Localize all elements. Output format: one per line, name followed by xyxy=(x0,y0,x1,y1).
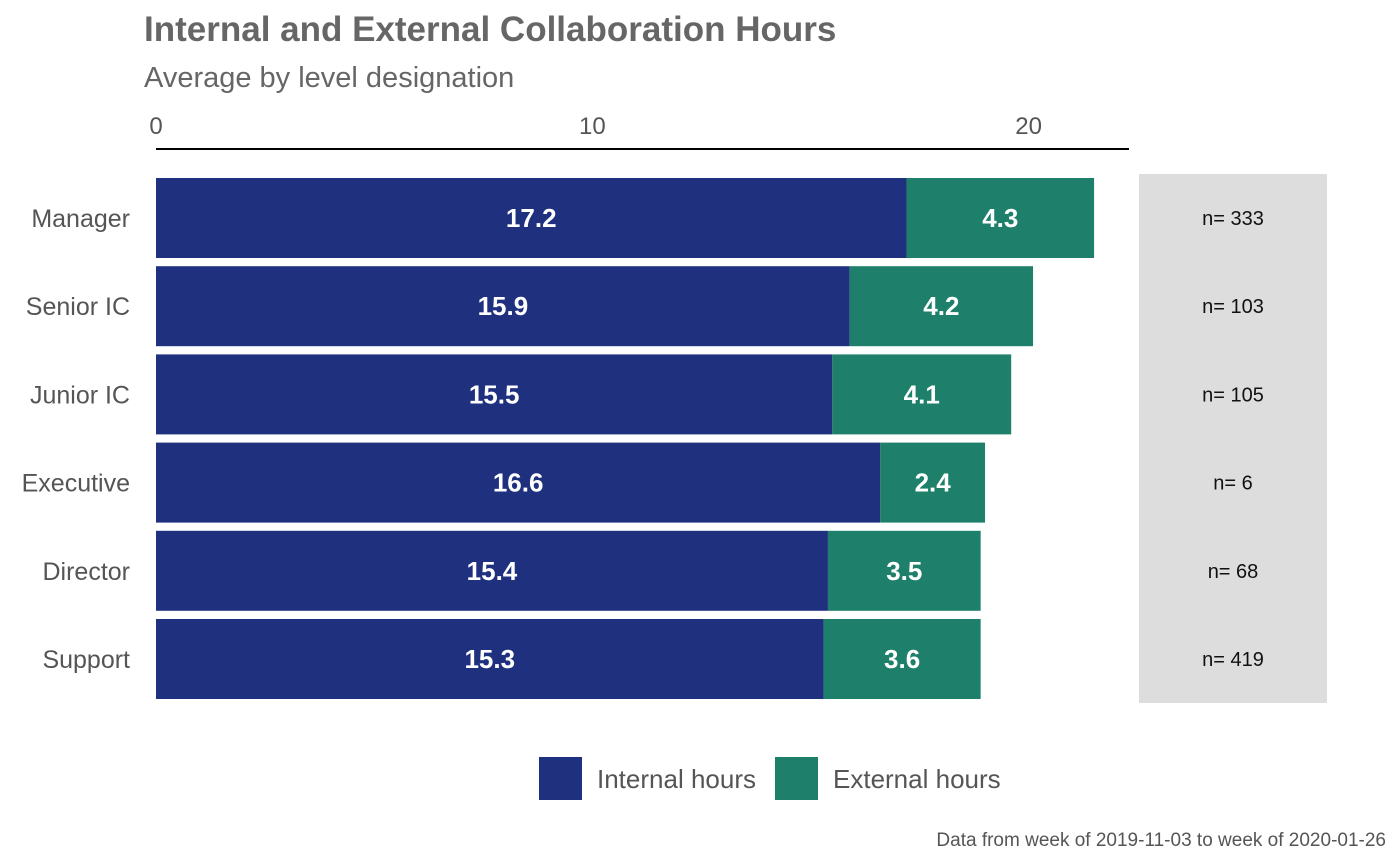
bar-internal-hours-director xyxy=(156,530,828,611)
x-tick-label: 20 xyxy=(1015,113,1042,140)
bar-internal-hours-executive xyxy=(156,442,881,523)
bar-internal-hours-junior-ic xyxy=(156,354,833,435)
bars-group: 17.2 4.3 15.9 4.2 15.5 4.1 16.6 2.4 15.4 3.5 15.3 3… xyxy=(156,178,1095,699)
bar-internal-hours-senior-ic xyxy=(156,266,850,347)
data-label-external-hours-senior-ic: 4.2 xyxy=(923,291,959,321)
data-label-external-hours-manager: 4.3 xyxy=(982,203,1018,233)
n-count-label-director: n= 68 xyxy=(1208,561,1259,583)
legend-label-internal-hours: Internal hours xyxy=(597,764,756,794)
n-count-label-executive: n= 6 xyxy=(1213,473,1252,495)
x-axis: 0 10 20 xyxy=(149,113,1129,150)
data-label-external-hours-executive: 2.4 xyxy=(915,468,952,498)
category-label-support: Support xyxy=(42,646,130,674)
bar-external-hours-junior-ic xyxy=(832,354,1012,435)
bar-external-hours-director xyxy=(827,530,981,611)
n-count-labels-group: n= 333 n= 103 n= 105 n= 6 n= 68 n= 419 xyxy=(1202,208,1264,671)
n-count-label-manager: n= 333 xyxy=(1202,208,1264,230)
bar-external-hours-support xyxy=(823,619,981,699)
bar-internal-hours-manager xyxy=(156,178,907,258)
data-label-internal-hours-support: 15.3 xyxy=(464,644,515,674)
legend: Internal hours External hours xyxy=(539,757,1001,800)
data-label-external-hours-junior-ic: 4.1 xyxy=(904,379,940,409)
category-label-manager: Manager xyxy=(31,205,130,233)
data-label-internal-hours-director: 15.4 xyxy=(467,556,518,586)
legend-swatch-external-hours xyxy=(775,757,818,800)
legend-label-external-hours: External hours xyxy=(833,764,1001,794)
chart-subtitle: Average by level designation xyxy=(144,62,514,94)
data-label-internal-hours-manager: 17.2 xyxy=(506,203,557,233)
bar-internal-hours-support xyxy=(156,619,824,699)
category-label-junior-ic: Junior IC xyxy=(30,381,130,409)
category-label-director: Director xyxy=(42,558,130,586)
category-labels-group: Manager Senior IC Junior IC Executive Direct… xyxy=(22,205,130,674)
n-count-panel xyxy=(1139,174,1327,703)
x-tick-label: 10 xyxy=(579,113,606,140)
x-tick-label: 0 xyxy=(149,113,162,140)
chart-title: Internal and External Collaboration Hour… xyxy=(144,10,836,49)
data-label-external-hours-support: 3.6 xyxy=(884,644,920,674)
data-label-internal-hours-executive: 16.6 xyxy=(493,468,544,498)
data-label-internal-hours-senior-ic: 15.9 xyxy=(478,291,529,321)
chart-caption: Data from week of 2019-11-03 to week of … xyxy=(936,830,1386,851)
legend-swatch-internal-hours xyxy=(539,757,582,800)
category-label-senior-ic: Senior IC xyxy=(26,293,130,321)
category-label-executive: Executive xyxy=(22,470,130,498)
data-label-internal-hours-junior-ic: 15.5 xyxy=(469,379,520,409)
n-count-label-junior-ic: n= 105 xyxy=(1202,384,1264,406)
n-count-label-support: n= 419 xyxy=(1202,649,1264,671)
bar-external-hours-manager xyxy=(906,178,1095,258)
bar-external-hours-executive xyxy=(880,442,986,523)
data-label-external-hours-director: 3.5 xyxy=(886,556,922,586)
bar-external-hours-senior-ic xyxy=(849,266,1034,347)
n-count-label-senior-ic: n= 103 xyxy=(1202,296,1264,318)
